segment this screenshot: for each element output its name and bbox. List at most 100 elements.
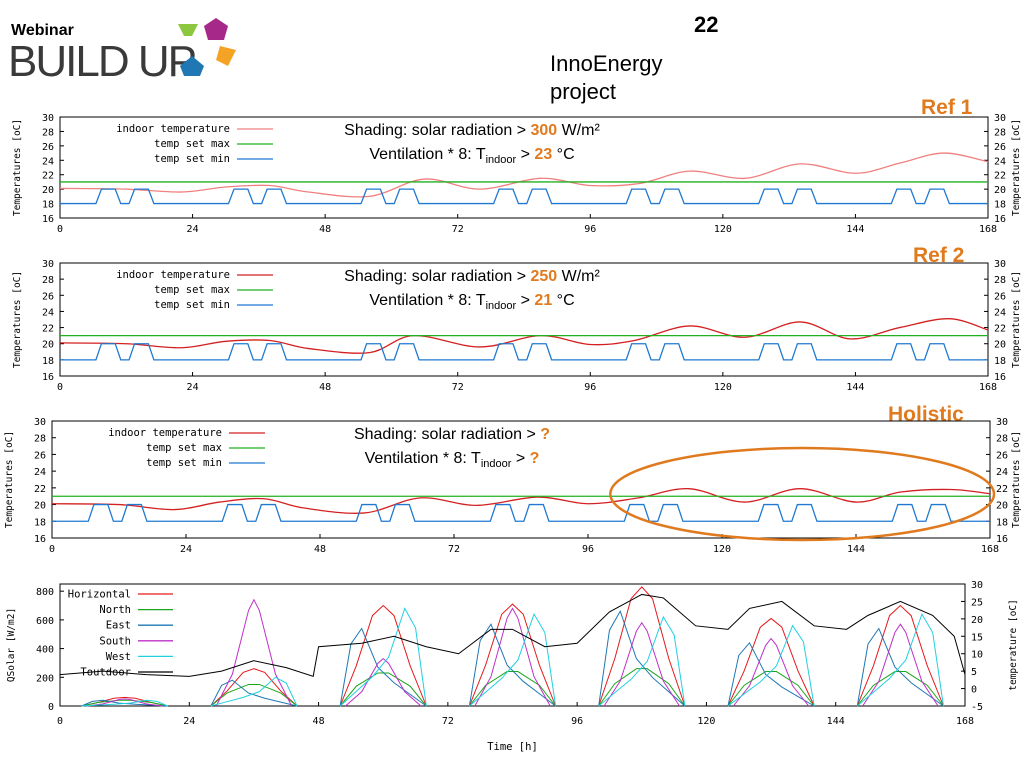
y2-tick-label: 20 [994, 185, 1006, 196]
caption-shading-value: 300 [530, 122, 557, 139]
y-tick-label: 22 [42, 171, 54, 182]
plot-frame [59, 116, 989, 219]
y2-tick-label: 15 [971, 632, 983, 643]
y2-tick-label: 22 [996, 484, 1008, 495]
x-tick-label: 48 [319, 224, 331, 235]
y-tick-label: 400 [36, 645, 54, 656]
solar-chart [59, 583, 966, 707]
y-axis-label-right: Temperatures [oC] [1011, 271, 1022, 368]
y2-tick-label: 30 [994, 113, 1006, 124]
y-tick-label: 16 [42, 214, 54, 225]
y2-tick-label: 5 [971, 667, 977, 678]
caption-shading-value: 250 [530, 268, 557, 285]
x-tick-label: 72 [452, 382, 464, 393]
y2-tick-label: 30 [994, 259, 1006, 270]
project-label: InnoEnergy project [550, 51, 663, 104]
x-tick-label: 72 [442, 716, 454, 727]
y2-tick-label: 28 [994, 127, 1006, 138]
y-tick-label: 20 [34, 501, 46, 512]
plot-frame [59, 583, 966, 707]
series-horizontal [81, 586, 944, 707]
y-tick-label: 30 [42, 113, 54, 124]
legend-label: Horizontal [68, 589, 131, 601]
legend-label: North [99, 604, 131, 616]
y2-tick-label: 22 [994, 324, 1006, 335]
y2-tick-label: 18 [994, 200, 1006, 211]
legend-label: Toutdoor [80, 667, 131, 679]
x-tick-label: 24 [180, 544, 192, 555]
y-axis-label-right: Temperatures [oC] [1011, 119, 1022, 216]
x-axis-label: Time [h] [487, 741, 538, 753]
legend-label: temp set max [154, 284, 230, 296]
legend-label: indoor temperature [116, 123, 230, 135]
y-tick-label: 18 [34, 517, 46, 528]
x-tick-label: 120 [697, 716, 715, 727]
y2-tick-label: 22 [994, 171, 1006, 182]
y-axis-label: QSolar [W/m2] [6, 608, 17, 682]
y-axis-label: Temperatures [oC] [12, 271, 23, 368]
legend-label: temp set min [146, 457, 222, 469]
series-toutdoor [59, 593, 966, 678]
x-tick-label: 120 [714, 224, 732, 235]
y2-tick-label: 16 [996, 534, 1008, 545]
y2-tick-label: 26 [994, 291, 1006, 302]
x-tick-label: 72 [452, 224, 464, 235]
legend-label: South [99, 635, 131, 647]
y-tick-label: 30 [34, 417, 46, 428]
y-tick-label: 28 [42, 275, 54, 286]
y2-tick-label: 20 [994, 340, 1006, 351]
y-tick-label: 26 [42, 142, 54, 153]
plot-frame [51, 420, 991, 539]
x-tick-label: 168 [979, 224, 997, 235]
y2-tick-label: 30 [971, 580, 983, 591]
y-tick-label: 22 [34, 484, 46, 495]
y-tick-label: 28 [42, 127, 54, 138]
x-tick-label: 168 [956, 716, 974, 727]
x-tick-label: 96 [584, 224, 596, 235]
x-tick-label: 0 [57, 716, 63, 727]
caption-shading: Shading: solar radiation > 300 W/m² [344, 122, 600, 139]
series-east [81, 610, 944, 707]
y-tick-label: 26 [42, 291, 54, 302]
y2-tick-label: 28 [994, 275, 1006, 286]
y-tick-label: 20 [42, 340, 54, 351]
x-tick-label: 72 [448, 544, 460, 555]
temp-chart-2: Shading: solar radiation > 250 W/m² Venti… [59, 262, 989, 377]
legend-label: temp set min [154, 299, 230, 311]
y2-tick-label: 16 [994, 372, 1006, 383]
legend-label: indoor temperature [116, 269, 230, 281]
y2-axis-label: temperature [oC] [1008, 599, 1019, 691]
caption-shading-value: ? [540, 426, 550, 443]
y2-tick-label: 24 [994, 156, 1006, 167]
x-tick-label: 168 [979, 382, 997, 393]
temp-chart-3: Shading: solar radiation > ? Ventilation … [51, 420, 996, 542]
tag-ref-2: Ref 2 [913, 244, 965, 267]
y2-tick-label: 20 [971, 615, 983, 626]
series-indoor-temperature [51, 488, 991, 514]
x-tick-label: 96 [571, 716, 583, 727]
y-tick-label: 800 [36, 587, 54, 598]
y-tick-label: 30 [42, 259, 54, 270]
y2-tick-label: 24 [996, 467, 1008, 478]
legend-label: temp set max [154, 138, 230, 150]
x-tick-label: 48 [313, 716, 325, 727]
caption-ventilation-value: 21 [534, 292, 552, 309]
tag-holistic: Holistic [888, 403, 964, 426]
y-tick-label: 20 [42, 185, 54, 196]
y2-tick-label: 10 [971, 650, 983, 661]
slide-number: 22 [694, 12, 719, 37]
series-north [81, 668, 944, 707]
tag-ref-1: Ref 1 [921, 96, 973, 119]
y-tick-label: 0 [48, 702, 54, 713]
y-axis-label: Temperatures [oC] [4, 431, 15, 528]
series-south [86, 598, 939, 707]
y2-tick-label: 0 [971, 685, 977, 696]
x-tick-label: 144 [847, 544, 865, 555]
x-tick-label: 96 [584, 382, 596, 393]
caption-ventilation: Ventilation * 8: Tindoor > 21 °C [369, 292, 574, 312]
series-temp-set-min [52, 503, 990, 522]
x-tick-label: 168 [981, 544, 999, 555]
legend-label: indoor temperature [108, 427, 222, 439]
x-tick-label: 120 [714, 382, 732, 393]
x-tick-label: 144 [846, 224, 864, 235]
